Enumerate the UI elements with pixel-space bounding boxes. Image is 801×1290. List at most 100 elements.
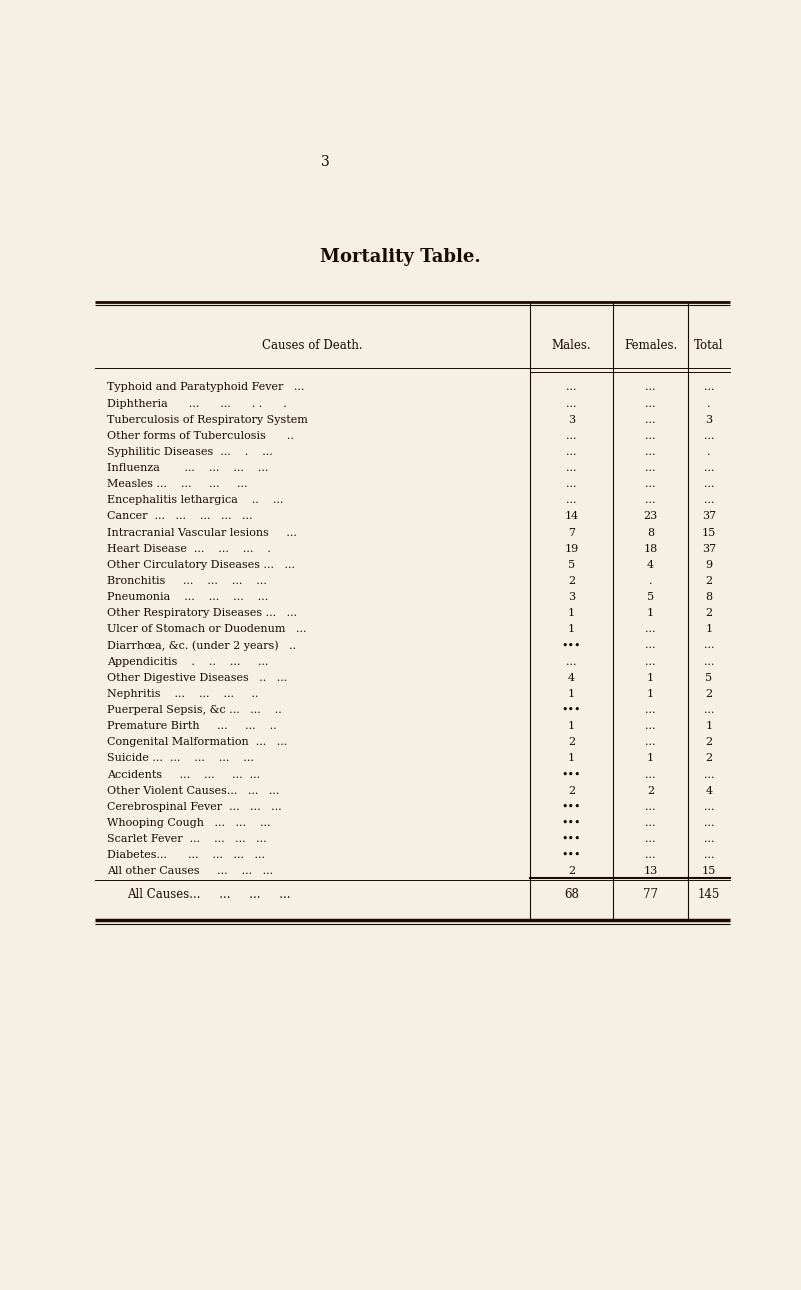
Text: Tuberculosis of Respiratory System: Tuberculosis of Respiratory System xyxy=(107,414,308,424)
Text: ...: ... xyxy=(704,382,714,392)
Text: Heart Disease  ...    ...    ...    .: Heart Disease ... ... ... . xyxy=(107,543,271,553)
Text: Cerebrospinal Fever  ...   ...   ...: Cerebrospinal Fever ... ... ... xyxy=(107,802,282,811)
Text: ...: ... xyxy=(646,835,656,844)
Text: ...: ... xyxy=(646,463,656,473)
Text: Mortality Table.: Mortality Table. xyxy=(320,248,481,266)
Text: 37: 37 xyxy=(702,511,716,521)
Text: Cancer  ...   ...    ...   ...   ...: Cancer ... ... ... ... ... xyxy=(107,511,252,521)
Text: ...: ... xyxy=(704,770,714,779)
Text: ...: ... xyxy=(566,446,577,457)
Text: Pneumonia    ...    ...    ...    ...: Pneumonia ... ... ... ... xyxy=(107,592,268,602)
Text: 1: 1 xyxy=(647,608,654,618)
Text: ...: ... xyxy=(566,382,577,392)
Text: ...: ... xyxy=(646,399,656,409)
Text: ...: ... xyxy=(566,495,577,506)
Text: Males.: Males. xyxy=(552,339,591,352)
Text: .: . xyxy=(649,575,652,586)
Text: ...: ... xyxy=(704,835,714,844)
Text: Diphtheria      ...      ...      . .      .: Diphtheria ... ... . . . xyxy=(107,399,287,409)
Text: Puerperal Sepsis, &c ...   ...    ..: Puerperal Sepsis, &c ... ... .. xyxy=(107,706,282,715)
Text: 18: 18 xyxy=(643,543,658,553)
Text: Appendicitis    .    ..    ...     ...: Appendicitis . .. ... ... xyxy=(107,657,268,667)
Text: Total: Total xyxy=(694,339,724,352)
Text: ...: ... xyxy=(704,657,714,667)
Text: 2: 2 xyxy=(706,753,713,764)
Text: ...: ... xyxy=(646,770,656,779)
Text: 8: 8 xyxy=(647,528,654,538)
Text: 8: 8 xyxy=(706,592,713,602)
Text: Encephalitis lethargica    ..    ...: Encephalitis lethargica .. ... xyxy=(107,495,284,506)
Text: ...: ... xyxy=(646,657,656,667)
Text: ...: ... xyxy=(704,850,714,860)
Text: Premature Birth     ...     ...    ..: Premature Birth ... ... .. xyxy=(107,721,276,731)
Text: ...: ... xyxy=(646,721,656,731)
Text: ...: ... xyxy=(704,802,714,811)
Text: 9: 9 xyxy=(706,560,713,570)
Text: 2: 2 xyxy=(568,786,575,796)
Text: Other Digestive Diseases   ..   ...: Other Digestive Diseases .. ... xyxy=(107,673,288,682)
Text: ...: ... xyxy=(704,463,714,473)
Text: Congenital Malformation  ...   ...: Congenital Malformation ... ... xyxy=(107,738,288,747)
Text: 3: 3 xyxy=(568,414,575,424)
Text: ...: ... xyxy=(704,495,714,506)
Text: 2: 2 xyxy=(568,867,575,876)
Text: 4: 4 xyxy=(647,560,654,570)
Text: ...: ... xyxy=(646,382,656,392)
Text: 5: 5 xyxy=(568,560,575,570)
Text: 19: 19 xyxy=(565,543,578,553)
Text: 1: 1 xyxy=(568,721,575,731)
Text: 5: 5 xyxy=(706,673,713,682)
Text: 1: 1 xyxy=(568,689,575,699)
Text: ...: ... xyxy=(646,624,656,635)
Text: Females.: Females. xyxy=(624,339,677,352)
Text: •••: ••• xyxy=(562,770,582,779)
Text: .: . xyxy=(707,446,710,457)
Text: •••: ••• xyxy=(562,640,582,650)
Text: 4: 4 xyxy=(568,673,575,682)
Text: ...: ... xyxy=(646,850,656,860)
Text: 3: 3 xyxy=(320,155,329,169)
Text: ...: ... xyxy=(646,640,656,650)
Text: 1: 1 xyxy=(706,721,713,731)
Text: 145: 145 xyxy=(698,888,720,900)
Text: 1: 1 xyxy=(568,753,575,764)
Text: •••: ••• xyxy=(562,835,582,844)
Text: 68: 68 xyxy=(564,888,579,900)
Text: ...: ... xyxy=(704,479,714,489)
Text: •••: ••• xyxy=(562,706,582,715)
Text: 1: 1 xyxy=(647,753,654,764)
Text: •••: ••• xyxy=(562,818,582,828)
Text: 2: 2 xyxy=(706,608,713,618)
Text: 1: 1 xyxy=(568,624,575,635)
Text: ...: ... xyxy=(566,399,577,409)
Text: 2: 2 xyxy=(706,738,713,747)
Text: .: . xyxy=(707,399,710,409)
Text: 2: 2 xyxy=(647,786,654,796)
Text: 15: 15 xyxy=(702,867,716,876)
Text: 23: 23 xyxy=(643,511,658,521)
Text: ...: ... xyxy=(704,640,714,650)
Text: 2: 2 xyxy=(568,738,575,747)
Text: ...: ... xyxy=(646,479,656,489)
Text: Suicide ...  ...    ...    ...    ...: Suicide ... ... ... ... ... xyxy=(107,753,254,764)
Text: Diabetes...      ...    ...   ...   ...: Diabetes... ... ... ... ... xyxy=(107,850,265,860)
Text: Whooping Cough   ...   ...    ...: Whooping Cough ... ... ... xyxy=(107,818,271,828)
Text: ...: ... xyxy=(704,818,714,828)
Text: 3: 3 xyxy=(706,414,713,424)
Text: ...: ... xyxy=(566,431,577,441)
Text: 1: 1 xyxy=(568,608,575,618)
Text: Bronchitis     ...    ...    ...    ...: Bronchitis ... ... ... ... xyxy=(107,575,267,586)
Text: All other Causes     ...    ...   ...: All other Causes ... ... ... xyxy=(107,867,273,876)
Text: Measles ...    ...     ...     ...: Measles ... ... ... ... xyxy=(107,479,248,489)
Text: Influenza       ...    ...    ...    ...: Influenza ... ... ... ... xyxy=(107,463,268,473)
Text: 1: 1 xyxy=(647,673,654,682)
Text: 3: 3 xyxy=(568,592,575,602)
Text: ...: ... xyxy=(646,431,656,441)
Text: Other forms of Tuberculosis      ..: Other forms of Tuberculosis .. xyxy=(107,431,294,441)
Text: Syphilitic Diseases  ...    .    ...: Syphilitic Diseases ... . ... xyxy=(107,446,273,457)
Text: 14: 14 xyxy=(565,511,578,521)
Text: 5: 5 xyxy=(647,592,654,602)
Text: Typhoid and Paratyphoid Fever   ...: Typhoid and Paratyphoid Fever ... xyxy=(107,382,304,392)
Text: ...: ... xyxy=(566,657,577,667)
Text: 15: 15 xyxy=(702,528,716,538)
